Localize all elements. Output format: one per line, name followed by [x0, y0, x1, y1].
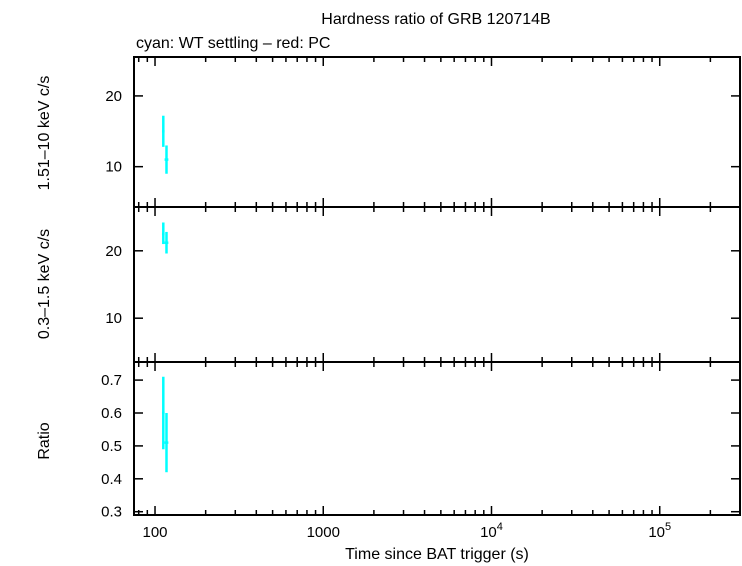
x-tick-label: 1000	[307, 524, 340, 541]
chart-title: Hardness ratio of GRB 120714B	[321, 11, 550, 28]
x-tick-label-base: 10	[480, 524, 497, 541]
panel-ratio: 0.3 0.4 0.5 0.6 0.7 Ratio	[36, 361, 741, 521]
x-tick-label-exponent: 4	[497, 521, 503, 533]
y-tick-label: 10	[105, 159, 122, 176]
panel-frame	[133, 206, 741, 363]
plot-panels: 10 20 1.51–10 keV c/s 10 20 0.3–1.5 keV c/s 0.…	[36, 56, 741, 541]
y-tick-label: 0.7	[101, 372, 122, 389]
x-axis-label: Time since BAT trigger (s)	[345, 546, 529, 563]
panel-hard: 10 20 1.51–10 keV c/s	[36, 56, 741, 208]
panel-frame	[133, 361, 741, 516]
y-axis-label: Ratio	[36, 422, 53, 459]
y-tick-label: 0.6	[101, 405, 122, 422]
y-tick-label: 0.5	[101, 438, 122, 455]
x-tick-label-base: 10	[648, 524, 665, 541]
x-tick-label: 100	[143, 524, 168, 541]
y-tick-label: 0.4	[101, 471, 122, 488]
panel-frame	[133, 56, 741, 208]
y-axis-label: 0.3–1.5 keV c/s	[36, 229, 53, 339]
x-tick-label: 105	[648, 521, 671, 541]
x-tick-label-exponent: 5	[665, 521, 671, 533]
y-tick-label: 20	[105, 243, 122, 260]
chart-subtitle: cyan: WT settling – red: PC	[136, 35, 330, 52]
x-tick-label: 104	[480, 521, 503, 541]
y-tick-label: 10	[105, 310, 122, 327]
y-tick-label: 20	[105, 88, 122, 105]
y-axis-label: 1.51–10 keV c/s	[36, 76, 53, 191]
panel-soft: 10 20 0.3–1.5 keV c/s	[36, 206, 741, 363]
y-tick-label: 0.3	[101, 504, 122, 521]
